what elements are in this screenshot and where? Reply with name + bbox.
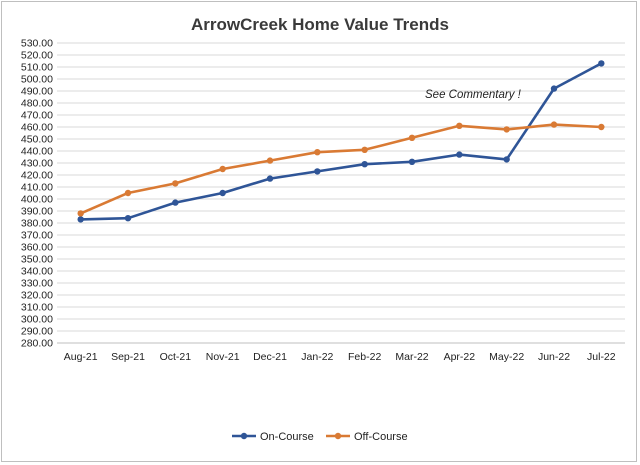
data-point: [550, 121, 558, 128]
x-tick-label: Dec-21: [253, 351, 287, 363]
data-point: [550, 85, 558, 92]
x-tick-label: Jul-22: [587, 351, 616, 363]
y-tick-label: 400.00: [21, 194, 53, 206]
y-tick-label: 280.00: [21, 338, 53, 350]
y-tick-label: 310.00: [21, 302, 53, 314]
series-line: [79, 62, 603, 221]
y-tick-label: 520.00: [21, 50, 53, 62]
y-tick-label: 350.00: [21, 254, 53, 266]
data-point: [77, 210, 84, 217]
y-tick-label: 380.00: [21, 218, 53, 230]
series-on-course: [77, 60, 605, 223]
x-tick-label: Oct-21: [160, 351, 192, 363]
data-point: [408, 158, 416, 165]
legend: On-Course Off-Course: [232, 431, 408, 443]
legend-swatch-marker: [334, 432, 342, 440]
y-tick-label: 410.00: [21, 182, 53, 194]
x-tick-label: Feb-22: [348, 351, 381, 363]
legend-label: On-Course: [260, 431, 314, 443]
x-tick-label: Nov-21: [206, 351, 240, 363]
y-tick-label: 440.00: [21, 146, 53, 158]
data-point: [172, 199, 179, 206]
x-tick-label: Mar-22: [395, 351, 428, 363]
x-tick-label: May-22: [489, 351, 524, 363]
data-point: [124, 215, 132, 222]
y-axis-ticks: 530.00520.00510.00500.00490.00480.00470.…: [21, 38, 53, 350]
y-tick-label: 460.00: [21, 122, 53, 134]
data-point: [314, 168, 321, 175]
legend-label: Off-Course: [354, 431, 408, 443]
y-tick-label: 340.00: [21, 266, 53, 278]
x-tick-label: Apr-22: [444, 351, 476, 363]
data-point: [314, 149, 321, 156]
x-tick-label: Aug-21: [64, 351, 98, 363]
data-point: [172, 180, 179, 187]
y-tick-label: 430.00: [21, 158, 53, 170]
data-point: [124, 189, 132, 197]
data-point: [219, 165, 226, 173]
legend-item: On-Course: [232, 431, 314, 443]
data-point: [266, 175, 274, 182]
x-tick-label: Sep-21: [111, 351, 145, 363]
series-off-course: [77, 121, 605, 217]
data-point: [456, 151, 463, 158]
data-point: [598, 60, 605, 67]
y-tick-label: 530.00: [21, 38, 53, 50]
y-tick-label: 450.00: [21, 134, 53, 146]
data-point: [77, 216, 84, 223]
data-point: [266, 157, 274, 164]
data-point: [503, 156, 510, 163]
annotation-text: See Commentary !: [425, 89, 522, 101]
data-point: [408, 134, 416, 141]
y-tick-label: 330.00: [21, 278, 53, 290]
y-tick-label: 500.00: [21, 74, 53, 86]
series-line: [79, 123, 603, 215]
data-point: [456, 122, 463, 129]
y-tick-label: 370.00: [21, 230, 53, 242]
x-tick-label: Jan-22: [301, 351, 333, 363]
y-tick-label: 470.00: [21, 110, 53, 122]
x-tick-label: Jun-22: [538, 351, 570, 363]
data-point: [598, 123, 605, 131]
y-tick-label: 320.00: [21, 290, 53, 302]
y-tick-label: 300.00: [21, 314, 53, 326]
y-tick-label: 360.00: [21, 242, 53, 254]
legend-swatch-marker: [240, 432, 248, 440]
data-point: [361, 161, 368, 168]
data-point: [361, 146, 368, 153]
grid-lines: [57, 42, 625, 344]
y-tick-label: 420.00: [21, 170, 53, 182]
x-axis-ticks: Aug-21 Sep-21 Oct-21 Nov-21 Dec-21 Jan-22 Feb-…: [64, 351, 616, 363]
y-tick-label: 510.00: [21, 62, 53, 74]
y-tick-label: 390.00: [21, 206, 53, 218]
y-tick-label: 290.00: [21, 326, 53, 338]
y-tick-label: 480.00: [21, 98, 53, 110]
series-group: [77, 60, 605, 223]
data-point: [219, 189, 226, 197]
legend-item: Off-Course: [326, 431, 408, 443]
chart-title: ArrowCreek Home Value Trends: [191, 15, 449, 34]
y-tick-label: 490.00: [21, 86, 53, 98]
data-point: [503, 126, 510, 133]
